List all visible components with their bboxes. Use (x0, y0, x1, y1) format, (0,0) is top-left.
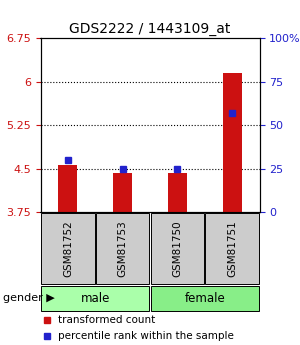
Bar (168, 173, 187, 212)
Text: female: female (184, 292, 225, 305)
Bar (151, 213, 204, 284)
Bar (223, 73, 242, 212)
Bar (151, 286, 259, 311)
Text: GSM81750: GSM81750 (172, 220, 182, 277)
Bar (58, 165, 77, 212)
Bar (41, 286, 149, 311)
Text: transformed count: transformed count (58, 315, 155, 325)
Text: gender ▶: gender ▶ (3, 294, 55, 303)
Text: GSM81752: GSM81752 (63, 220, 73, 277)
Title: GDS2222 / 1443109_at: GDS2222 / 1443109_at (69, 21, 231, 36)
Bar (205, 213, 259, 284)
Bar (41, 213, 95, 284)
Text: GSM81753: GSM81753 (118, 220, 128, 277)
Text: GSM81751: GSM81751 (227, 220, 237, 277)
Bar (96, 213, 149, 284)
Text: male: male (81, 292, 110, 305)
Text: percentile rank within the sample: percentile rank within the sample (58, 331, 234, 341)
Bar (113, 173, 132, 212)
